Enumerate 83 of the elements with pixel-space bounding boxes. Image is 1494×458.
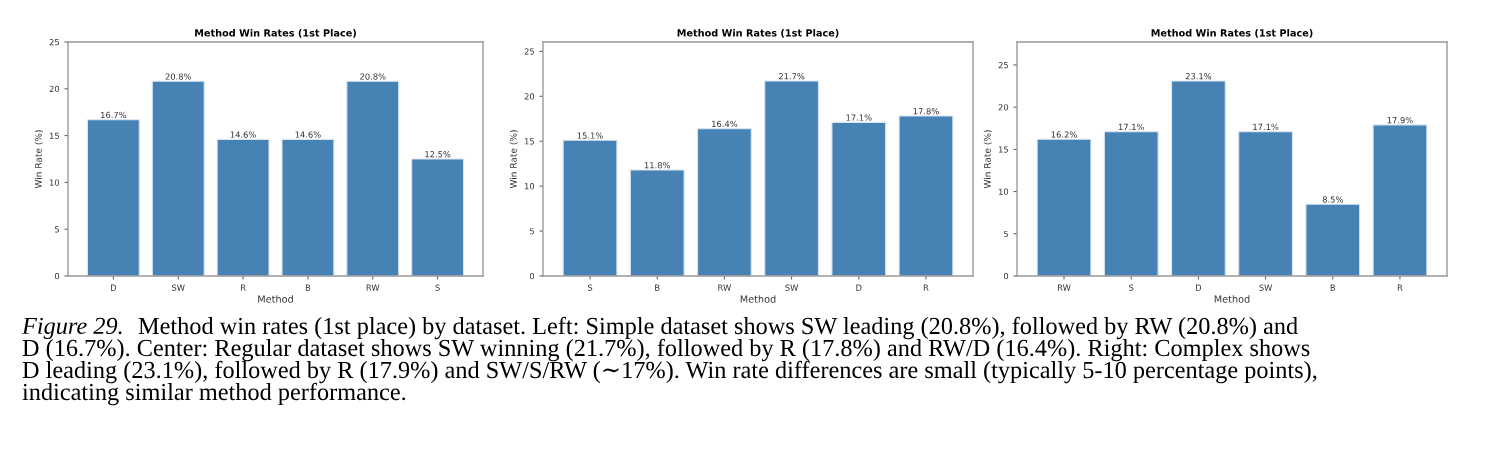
bar bbox=[151, 80, 205, 276]
y-tick-label: 10 bbox=[998, 188, 1009, 195]
data-label: 20.8% bbox=[165, 73, 192, 80]
chart-title: Method Win Rates (1st Place) bbox=[677, 29, 839, 38]
y-axis-title: Win Rate (%) bbox=[509, 130, 518, 189]
bar bbox=[1170, 80, 1226, 276]
y-tick-label: 25 bbox=[49, 38, 59, 46]
bar bbox=[764, 80, 820, 276]
bar bbox=[562, 139, 618, 276]
y-tick-label: 15 bbox=[49, 132, 59, 139]
bar bbox=[411, 158, 465, 276]
y-tick-label: 0 bbox=[54, 272, 60, 280]
x-tick-label: S bbox=[435, 284, 440, 291]
chart-title: Method Win Rates (1st Place) bbox=[195, 29, 356, 38]
y-tick-label: 5 bbox=[530, 228, 534, 235]
y-tick-label: 10 bbox=[524, 183, 535, 190]
bar bbox=[1036, 138, 1092, 276]
bar bbox=[629, 169, 685, 276]
y-axis-title: Win Rate (%) bbox=[983, 130, 992, 189]
y-tick-label: 20 bbox=[524, 93, 535, 100]
data-label: 16.2% bbox=[1051, 131, 1077, 138]
x-tick-label: RW bbox=[718, 284, 731, 291]
x-tick-label: D bbox=[856, 284, 862, 291]
y-tick-label: 15 bbox=[998, 146, 1008, 153]
x-tick-label: B bbox=[1330, 284, 1336, 291]
x-tick-label: SW bbox=[785, 284, 799, 291]
bar bbox=[1103, 131, 1159, 276]
data-label: 14.6% bbox=[230, 131, 256, 138]
x-tick-label: D bbox=[111, 284, 117, 291]
text: indicating similar method performance. bbox=[22, 382, 406, 406]
y-tick-label: 25 bbox=[998, 61, 1008, 69]
y-tick-label: 0 bbox=[1003, 272, 1009, 280]
data-label: 23.1% bbox=[1185, 73, 1212, 80]
x-tick-label: SW bbox=[172, 284, 185, 291]
x-axis-title: Method bbox=[1214, 295, 1250, 303]
y-tick-label: 20 bbox=[998, 104, 1009, 111]
data-label: 12.5% bbox=[425, 151, 451, 158]
bar bbox=[86, 119, 140, 276]
bar bbox=[1238, 131, 1294, 276]
x-tick-label: SW bbox=[1259, 284, 1273, 291]
data-label: 16.7% bbox=[101, 111, 127, 119]
data-label: 14.6% bbox=[295, 131, 321, 138]
caption: Figure 29. bbox=[21, 317, 122, 340]
bar bbox=[696, 128, 752, 276]
x-tick-label: B bbox=[655, 284, 660, 291]
y-tick-label: 5 bbox=[55, 226, 59, 233]
y-tick-label: 10 bbox=[49, 179, 60, 186]
y-tick-label: 5 bbox=[1004, 230, 1008, 238]
x-tick-label: S bbox=[587, 284, 593, 291]
bar bbox=[281, 138, 335, 276]
data-label: 20.8% bbox=[360, 73, 386, 80]
y-axis-title: Win Rate (%) bbox=[34, 130, 43, 189]
bar bbox=[898, 115, 954, 276]
x-tick-label: RW bbox=[366, 284, 380, 291]
chart-title: Method Win Rates (1st Place) bbox=[1151, 29, 1313, 38]
data-label: 11.8% bbox=[644, 162, 670, 169]
bar bbox=[1372, 124, 1428, 276]
data-label: 17.1% bbox=[846, 114, 872, 121]
bar bbox=[216, 138, 270, 276]
y-tick-label: 25 bbox=[524, 48, 534, 55]
y-tick-label: 20 bbox=[49, 85, 60, 93]
data-label: 17.8% bbox=[913, 108, 939, 115]
x-tick-label: R bbox=[241, 284, 246, 291]
data-label: 17.9% bbox=[1387, 116, 1413, 124]
bar bbox=[346, 80, 400, 276]
y-tick-label: 15 bbox=[524, 138, 534, 145]
x-tick-label: D bbox=[1196, 284, 1202, 291]
x-tick-label: B bbox=[305, 284, 311, 291]
x-tick-label: R bbox=[1397, 284, 1403, 291]
x-tick-label: R bbox=[923, 284, 929, 291]
data-label: 8.5% bbox=[1322, 196, 1343, 203]
x-tick-label: RW bbox=[1058, 284, 1071, 291]
data-label: 17.1% bbox=[1253, 123, 1279, 131]
data-label: 21.7% bbox=[778, 73, 805, 80]
x-tick-label: S bbox=[1129, 284, 1134, 291]
data-label: 16.4% bbox=[712, 120, 738, 128]
data-label: 17.1% bbox=[1118, 123, 1144, 131]
bar bbox=[831, 121, 887, 276]
y-tick-label: 0 bbox=[529, 272, 535, 280]
x-axis-title: Method bbox=[740, 295, 776, 303]
bar bbox=[1305, 203, 1361, 276]
x-axis-title: Method bbox=[258, 295, 293, 303]
data-label: 15.1% bbox=[577, 132, 603, 139]
